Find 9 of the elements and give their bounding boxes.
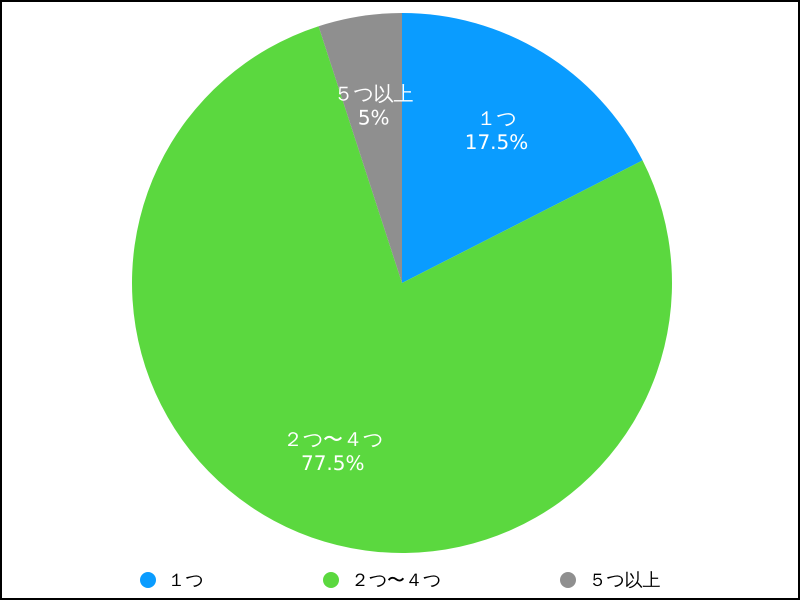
slice-label: １つ — [476, 106, 517, 130]
pie-slice — [132, 26, 672, 553]
data-label: 77.5% — [301, 451, 365, 476]
legend-label: １つ — [168, 569, 204, 592]
data-label: 17.5% — [464, 130, 528, 154]
legend-label: ２つ〜４つ — [350, 569, 441, 592]
data-label: 5% — [358, 105, 390, 130]
slice-label: ２つ〜４つ — [282, 427, 383, 452]
legend-label: ５つ以上 — [588, 569, 660, 592]
